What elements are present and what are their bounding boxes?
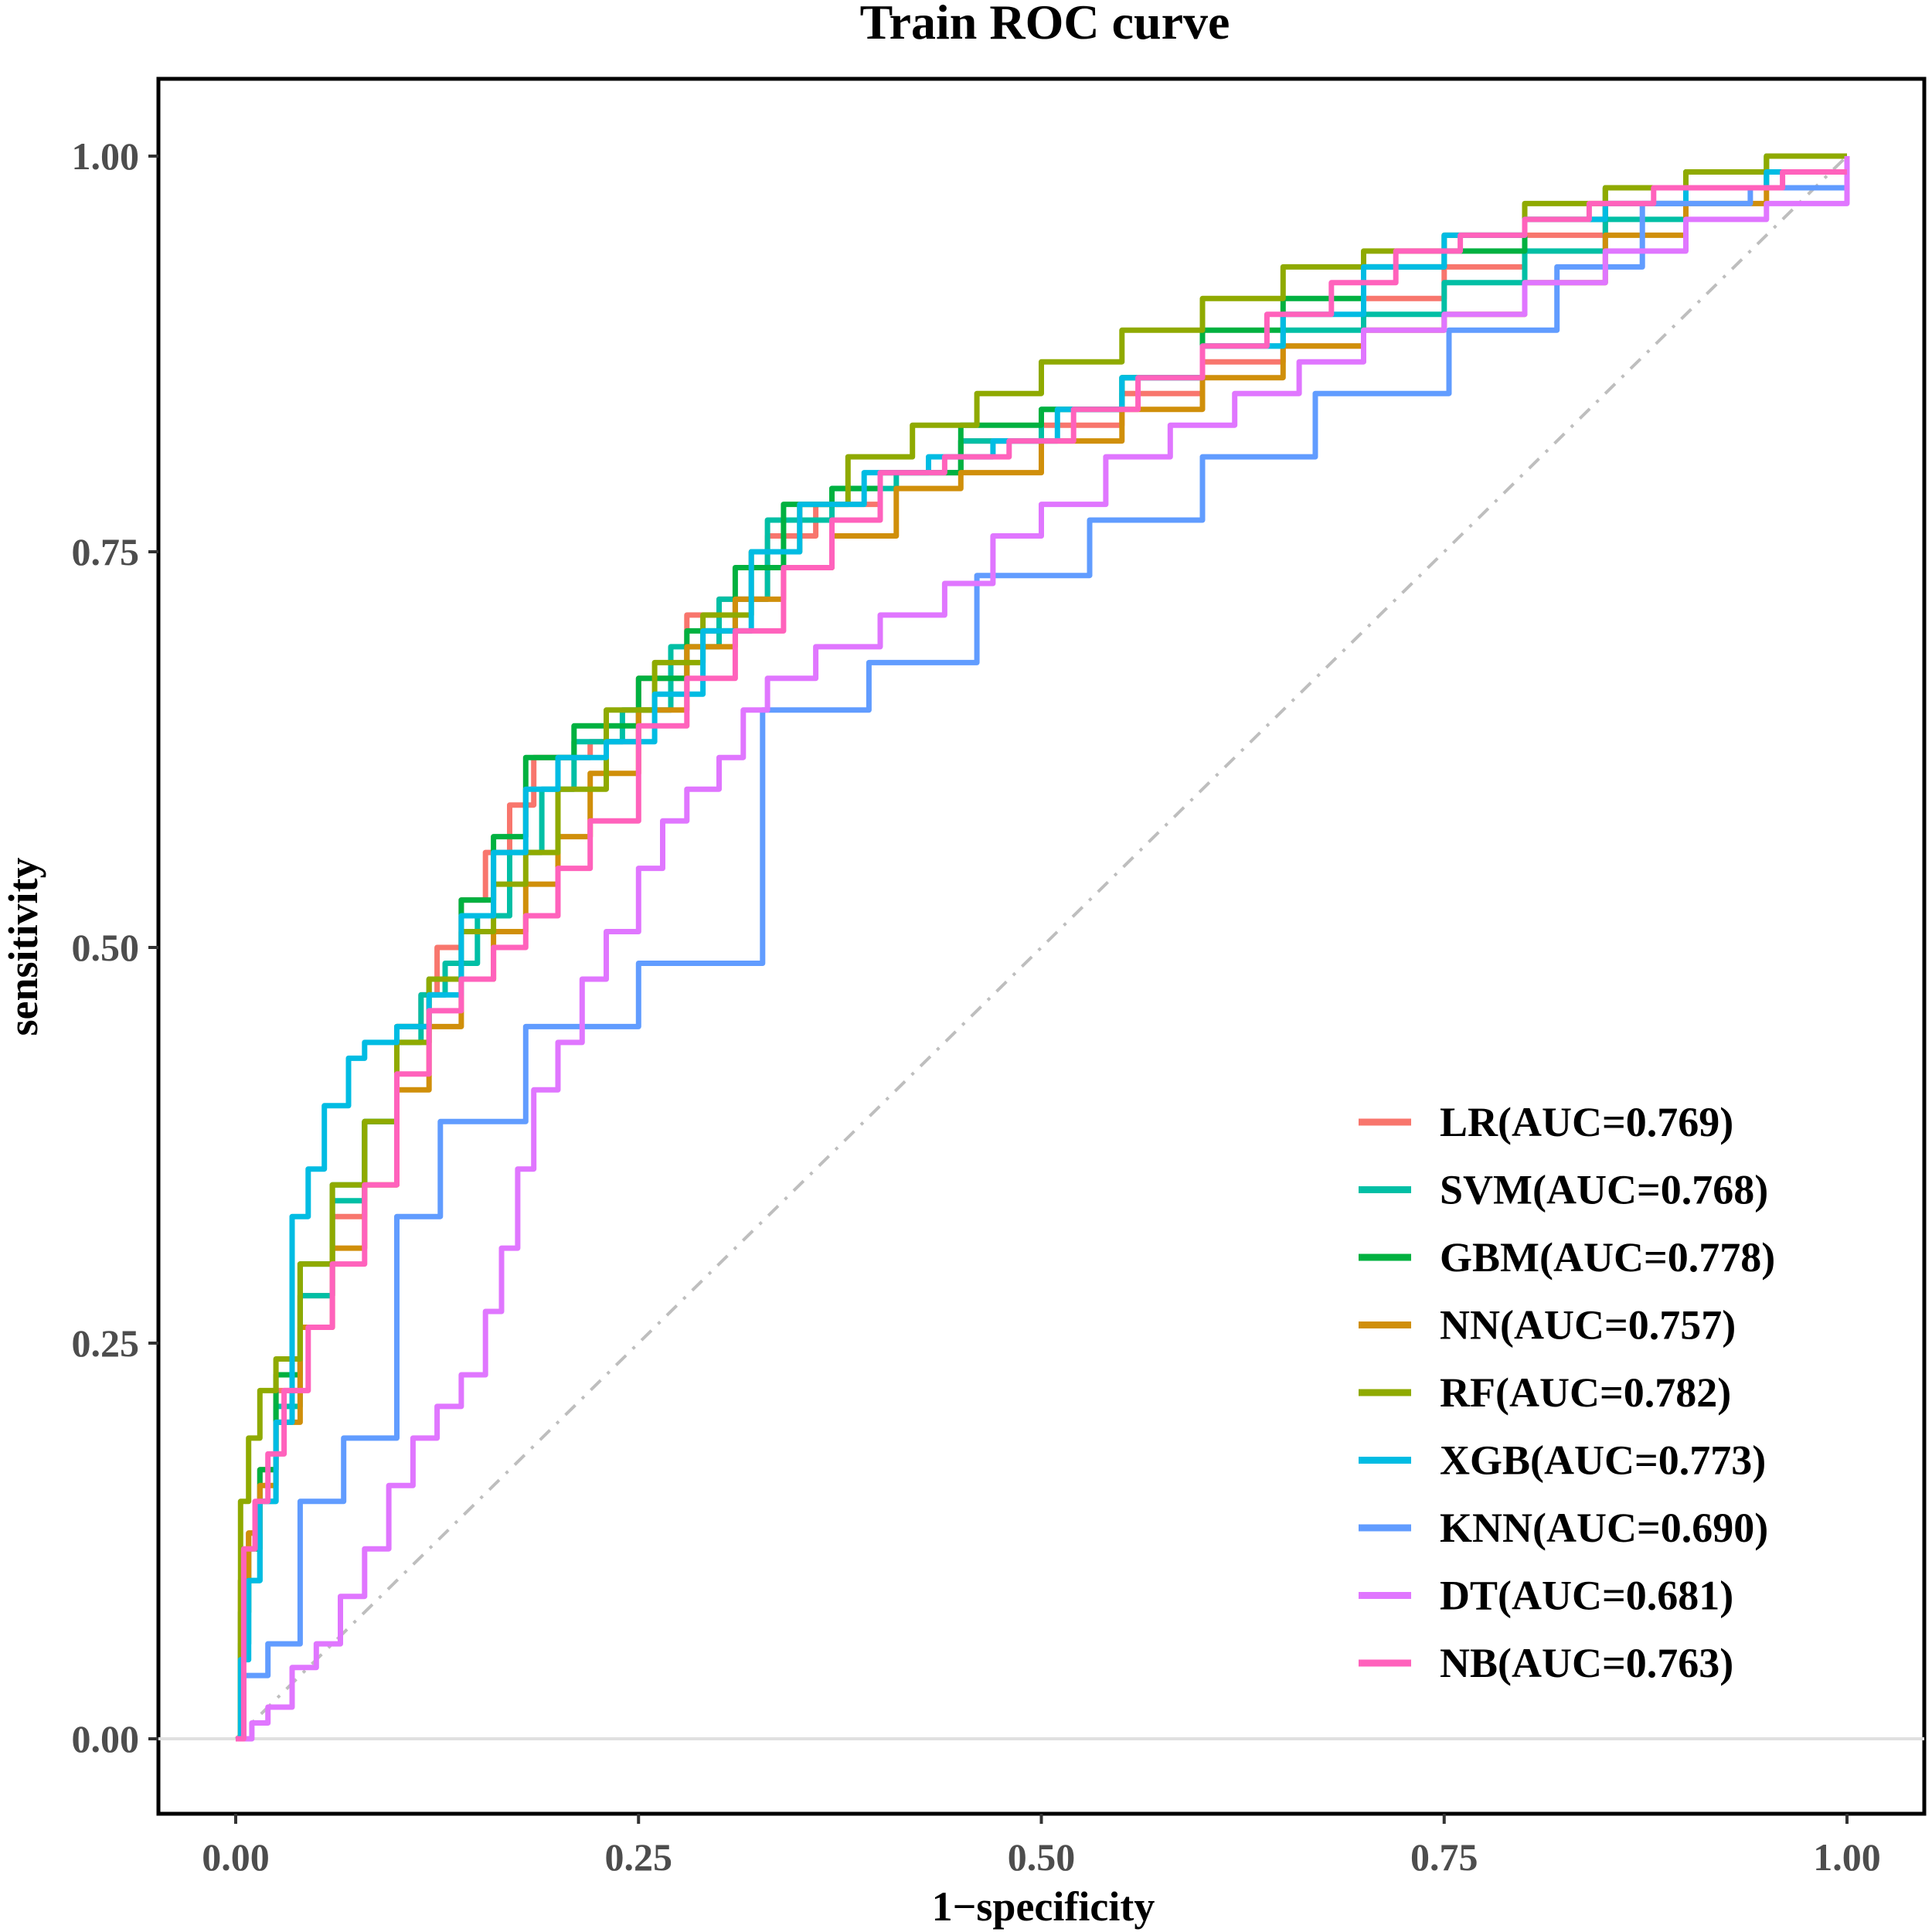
roc-line-knn bbox=[236, 156, 1850, 1742]
x-tick-label: 1.00 bbox=[1813, 1835, 1881, 1879]
x-tick-label: 0.25 bbox=[605, 1835, 673, 1879]
legend-label-xgb: XGB(AUC=0.773) bbox=[1440, 1437, 1766, 1484]
roc-line-nb bbox=[236, 169, 1847, 1742]
legend: LR(AUC=0.769) SVM(AUC=0.768) GBM(AUC=0.778… bbox=[1359, 1099, 1775, 1686]
chart-title: Train ROC curve bbox=[860, 0, 1230, 49]
legend-label-knn: KNN(AUC=0.690) bbox=[1440, 1505, 1768, 1551]
legend-label-lr: LR(AUC=0.769) bbox=[1440, 1099, 1733, 1145]
legend-label-svm: SVM(AUC=0.768) bbox=[1440, 1167, 1768, 1213]
x-axis-ticks: 0.00 0.25 0.50 0.75 1.00 bbox=[202, 1814, 1881, 1879]
y-tick-label: 0.50 bbox=[72, 926, 140, 969]
y-axis-ticks: 0.00 0.25 0.50 0.75 1.00 bbox=[72, 134, 158, 1760]
legend-label-gbm: GBM(AUC=0.778) bbox=[1440, 1234, 1775, 1281]
y-tick-label: 1.00 bbox=[72, 134, 140, 178]
x-tick-label: 0.50 bbox=[1008, 1835, 1076, 1879]
roc-line-svm bbox=[236, 156, 1850, 1742]
y-tick-label: 0.00 bbox=[72, 1717, 140, 1760]
y-tick-label: 0.75 bbox=[72, 530, 140, 573]
roc-series bbox=[236, 153, 1850, 1742]
legend-label-nn: NN(AUC=0.757) bbox=[1440, 1302, 1736, 1349]
y-axis-label: sensitivity bbox=[0, 857, 46, 1036]
legend-label-nb: NB(AUC=0.763) bbox=[1440, 1640, 1733, 1686]
legend-label-rf: RF(AUC=0.782) bbox=[1440, 1369, 1731, 1416]
x-tick-label: 0.00 bbox=[202, 1835, 270, 1879]
y-tick-label: 0.25 bbox=[72, 1321, 140, 1365]
roc-line-dt bbox=[236, 156, 1850, 1742]
legend-label-dt: DT(AUC=0.681) bbox=[1440, 1573, 1733, 1619]
roc-line-xgb bbox=[236, 156, 1850, 1742]
x-tick-label: 0.75 bbox=[1410, 1835, 1478, 1879]
x-axis-label: 1−specificity bbox=[932, 1883, 1155, 1930]
